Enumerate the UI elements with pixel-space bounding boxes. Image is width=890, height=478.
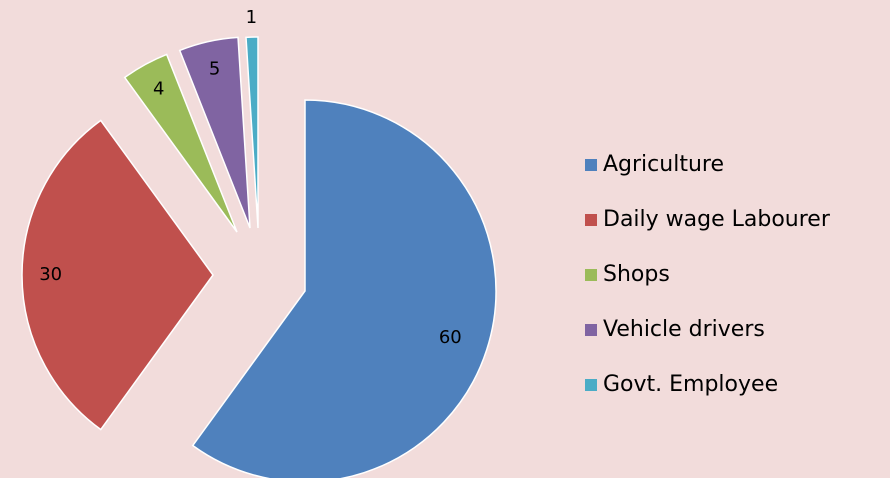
- pie-slice: [245, 36, 259, 229]
- legend-swatch: [585, 159, 597, 171]
- legend-label: Shops: [603, 262, 670, 287]
- data-label: 60: [439, 327, 462, 348]
- legend-swatch: [585, 324, 597, 336]
- legend-label: Vehicle drivers: [603, 317, 765, 342]
- pie-slice: [21, 119, 214, 431]
- data-label: 4: [153, 79, 164, 100]
- pie-slice: [123, 53, 238, 233]
- legend-swatch: [585, 214, 597, 226]
- legend-label: Govt. Employee: [603, 372, 778, 397]
- pie-slice: [191, 99, 497, 478]
- data-label: 5: [209, 59, 220, 80]
- legend-swatch: [585, 379, 597, 391]
- data-label: 30: [39, 264, 62, 285]
- legend-swatch: [585, 269, 597, 281]
- legend-label: Daily wage Labourer: [603, 207, 831, 232]
- pie-slice: [178, 36, 251, 229]
- legend-label: Agriculture: [603, 152, 724, 177]
- data-label: 1: [246, 7, 257, 28]
